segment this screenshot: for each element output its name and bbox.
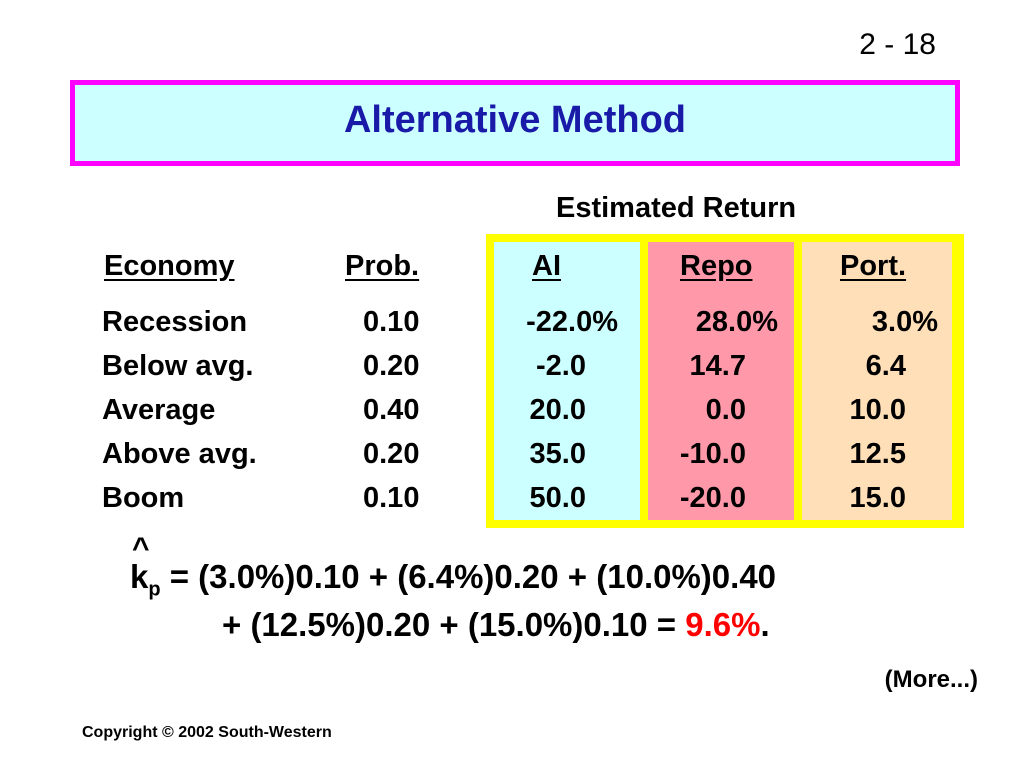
table-cell-repo: -20.0 [679, 482, 746, 514]
col-header-repo: Repo [680, 250, 753, 282]
table-cell-port: 10.0 [849, 394, 906, 426]
slide-number: 2 - 18 [859, 28, 936, 61]
title-banner: Alternative Method [70, 80, 960, 166]
repo-column-bg [648, 242, 794, 520]
table-cell-ai: 20.0 [529, 394, 586, 426]
ai-column-bg [494, 242, 640, 520]
table-cell-economy: Average [102, 394, 216, 426]
formula-symbol: k [130, 558, 149, 595]
table-cell-prob: 0.10 [363, 306, 420, 338]
col-header-economy: Economy [104, 250, 235, 282]
table-cell-prob: 0.20 [363, 438, 420, 470]
table-cell-repo: -10.0 [679, 438, 746, 470]
formula-suffix: . [760, 606, 770, 643]
table-cell-port: 6.4 [865, 350, 906, 382]
table-cell-economy: Recession [102, 306, 248, 338]
copyright-text: Copyright © 2002 South-Western [82, 724, 332, 741]
k-hat-symbol: ^ [132, 532, 150, 565]
table-cell-repo: 14.7 [689, 350, 746, 382]
formula-line-2: + (12.5%)0.20 + (15.0%)0.10 = 9.6%. [222, 606, 770, 644]
table-cell-port: 3.0% [871, 306, 938, 338]
table-cell-ai: -2.0 [536, 350, 586, 382]
formula-line-2-text: + (12.5%)0.20 + (15.0%)0.10 = [222, 606, 686, 643]
col-header-ai: AI [532, 250, 561, 282]
col-header-prob: Prob. [345, 250, 420, 282]
table-cell-port: 15.0 [849, 482, 906, 514]
table-cell-prob: 0.40 [363, 394, 420, 426]
slide-title: Alternative Method [343, 99, 687, 141]
formula-subscript: p [148, 578, 161, 601]
table-cell-port: 12.5 [849, 438, 906, 470]
estimated-return-header: Estimated Return [556, 192, 797, 224]
table-cell-prob: 0.10 [363, 482, 420, 514]
table-cell-economy: Boom [102, 482, 185, 514]
col-header-port: Port. [840, 250, 907, 282]
table-cell-ai: 35.0 [529, 438, 586, 470]
table-cell-repo: 28.0% [695, 306, 778, 338]
table-cell-economy: Above avg. [102, 438, 257, 470]
table-cell-prob: 0.20 [363, 350, 420, 382]
table-cell-ai: 50.0 [529, 482, 586, 514]
formula-line-1-text: = (3.0%)0.10 + (6.4%)0.20 + (10.0%)0.40 [160, 558, 777, 595]
table-cell-ai: -22.0% [526, 306, 618, 338]
port-column-bg [802, 242, 952, 520]
table-cell-economy: Below avg. [102, 350, 254, 382]
more-link[interactable]: (More...) [884, 666, 978, 693]
formula-line-1: kp = (3.0%)0.10 + (6.4%)0.20 + (10.0%)0.… [130, 558, 776, 602]
formula-result: 9.6% [685, 606, 761, 643]
table-cell-repo: 0.0 [705, 394, 746, 426]
returns-box [486, 234, 964, 528]
